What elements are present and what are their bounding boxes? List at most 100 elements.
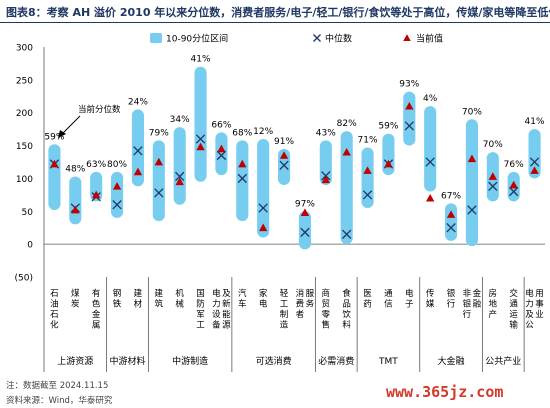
legend-range-swatch — [150, 33, 162, 43]
current-marker — [446, 210, 456, 218]
range-bar — [257, 139, 270, 238]
median-marker — [216, 150, 227, 161]
median-marker — [488, 181, 498, 191]
percentile-label: 12% — [253, 127, 273, 137]
category-label: 电子 — [405, 288, 414, 310]
median-marker — [529, 157, 540, 167]
percentile-label: 41% — [525, 117, 545, 127]
percentile-label: 59% — [44, 132, 64, 142]
category-label: 食品饮料 — [342, 288, 351, 331]
median-marker — [112, 200, 122, 210]
median-marker — [300, 227, 310, 237]
current-marker — [154, 157, 164, 166]
current-marker — [50, 159, 59, 168]
current-marker — [384, 159, 393, 168]
current-marker — [196, 142, 205, 151]
category-label: 石油石化 — [50, 289, 59, 331]
current-marker — [509, 180, 518, 189]
footnote-date: 注：数据截至 2024.11.15 — [6, 381, 109, 391]
category-label: 电力及公用事业 — [525, 288, 544, 331]
footnote-source: 资料来源：Wind，华泰研究 — [6, 396, 113, 406]
y-tick-label: 250 — [16, 76, 33, 86]
range-bar — [424, 106, 437, 192]
legend-median-marker — [313, 34, 321, 42]
percentile-label: 70% — [462, 107, 482, 117]
median-marker — [175, 171, 185, 182]
percentile-label: 76% — [504, 160, 524, 170]
current-marker — [112, 182, 122, 190]
category-label: 电力设备及新能源 — [212, 288, 231, 331]
category-label: 消费者服务 — [296, 288, 315, 320]
current-marker — [175, 177, 184, 186]
range-bar — [298, 211, 311, 250]
current-marker — [238, 159, 247, 168]
current-marker — [300, 208, 310, 216]
group-label: 公共产业 — [485, 355, 521, 367]
range-bar — [382, 133, 395, 176]
median-marker — [279, 160, 289, 170]
current-marker — [425, 193, 435, 202]
current-marker — [321, 175, 331, 184]
current-marker — [71, 205, 80, 214]
median-marker — [467, 205, 477, 215]
title-divider — [0, 22, 550, 23]
annotation-arrow-line — [61, 115, 81, 135]
percentile-label: 63% — [86, 160, 106, 170]
range-bar — [69, 176, 82, 225]
y-tick-label: 50 — [22, 208, 34, 218]
percentile-label: 24% — [128, 97, 148, 107]
median-marker — [446, 223, 456, 233]
current-marker — [530, 166, 539, 174]
median-marker — [258, 203, 268, 213]
percentile-label: 79% — [149, 128, 169, 138]
category-label: 非银行金融 — [463, 288, 482, 320]
range-chart: (50) 0 50 100 150 200 250 300 10-90分位区间 中位数 当前值 59%… — [15, 33, 545, 372]
category-label: 医药 — [363, 289, 372, 310]
annotation-arrow-head — [58, 130, 66, 138]
group-label: 可选消费 — [256, 355, 292, 367]
range-bar — [403, 91, 416, 146]
median-marker — [154, 188, 164, 198]
range-bar — [340, 131, 353, 245]
range-bar — [236, 140, 249, 222]
current-marker — [488, 172, 498, 180]
legend-median-label: 中位数 — [325, 33, 352, 45]
group-label: 中游制造 — [172, 355, 208, 367]
range-bar — [173, 127, 186, 205]
percentile-label: 48% — [65, 164, 85, 174]
category-label: 轻工制造 — [280, 288, 289, 331]
category-label: 汽车 — [238, 288, 247, 310]
watermark: www.365jz.com — [386, 383, 504, 401]
percentile-label: 34% — [170, 115, 190, 125]
percentile-label: 97% — [295, 199, 315, 209]
median-marker — [404, 121, 414, 131]
current-marker — [363, 166, 372, 174]
figure-title: 图表8：考察 AH 溢价 2010 年以来分位数，消费者服务/电子/轻工/银行/… — [6, 6, 550, 19]
range-bar — [194, 66, 207, 182]
group-label: TMT — [378, 357, 398, 367]
category-label: 银行 — [447, 288, 456, 310]
range-bar — [111, 171, 124, 218]
median-marker — [195, 134, 206, 144]
percentile-label: 93% — [399, 80, 419, 90]
current-marker — [279, 151, 289, 159]
percentile-label: 70% — [483, 140, 503, 150]
median-marker — [237, 173, 247, 184]
median-marker — [133, 146, 143, 156]
current-marker — [405, 101, 414, 110]
current-marker — [91, 190, 101, 199]
percentile-label: 4% — [423, 94, 438, 104]
group-label: 大金融 — [438, 355, 465, 367]
percentile-label: 43% — [316, 128, 336, 138]
median-marker — [425, 157, 435, 167]
current-marker — [258, 223, 268, 232]
current-marker — [217, 144, 226, 153]
category-label: 有色金属 — [92, 288, 101, 331]
group-label: 必需消费 — [318, 355, 354, 367]
category-label: 传媒 — [426, 288, 435, 310]
category-label: 钢铁 — [113, 288, 122, 310]
category-label: 机械 — [175, 288, 184, 310]
legend-current-marker — [403, 34, 411, 42]
category-label: 房地产 — [489, 288, 498, 320]
category-label: 国防军工 — [196, 289, 205, 331]
